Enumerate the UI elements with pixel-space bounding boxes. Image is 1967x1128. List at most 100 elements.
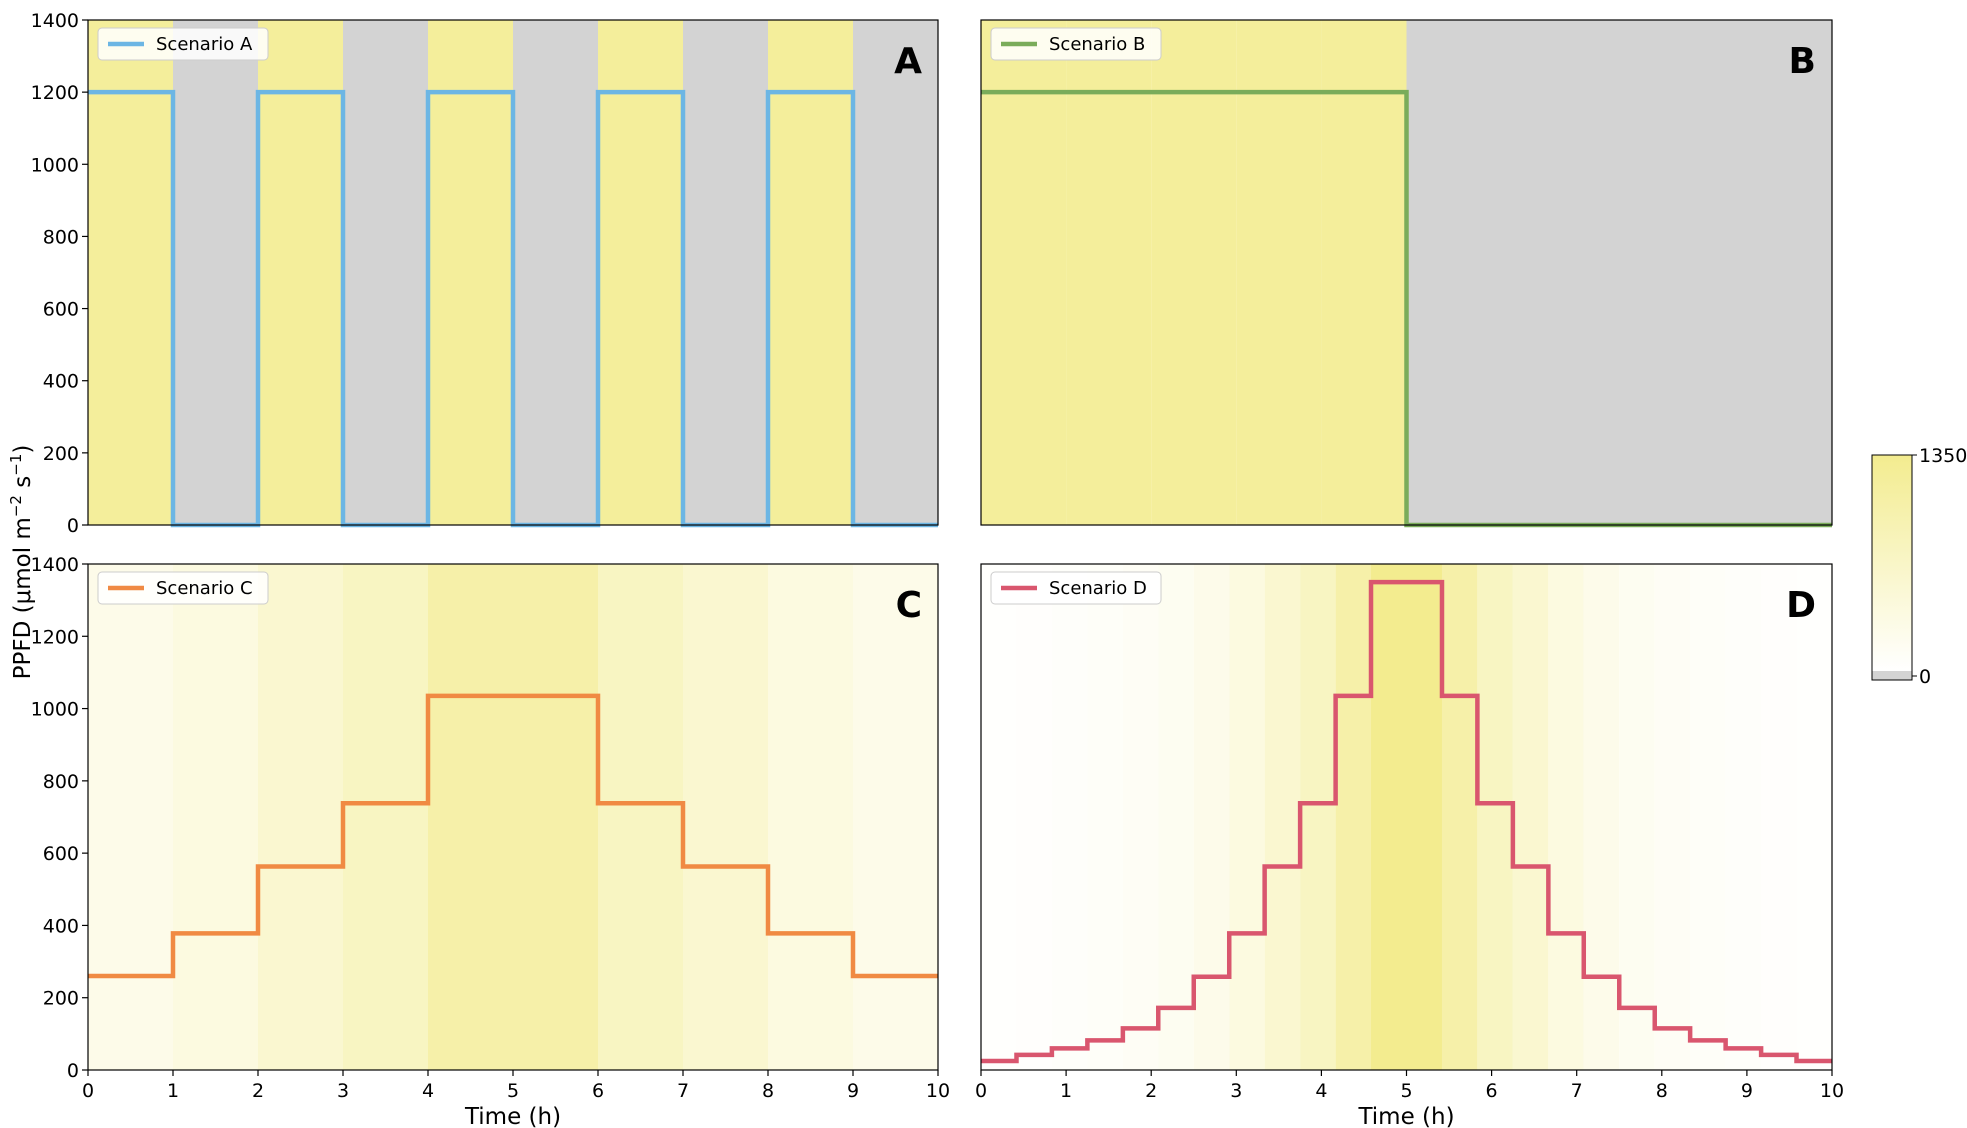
panel-d-band-8 [1264, 564, 1301, 1070]
panel-c-band-8 [853, 564, 938, 1070]
panel-d-band-0 [981, 564, 1017, 1070]
panel-c-band-4 [428, 564, 598, 1070]
panel-a-ytick-label-0: 0 [67, 515, 79, 537]
colorbar: 1350 0 [1871, 445, 1967, 688]
panel-a-band-4 [428, 20, 513, 525]
panel-c-background-bands [88, 564, 938, 1070]
panel-b-band-0 [981, 20, 1067, 525]
colorbar-zero-band [1872, 671, 1912, 680]
panel-d-xtick-label-1: 1 [1060, 1080, 1072, 1102]
panel-b-frame [980, 19, 1833, 526]
panel-d-band-6 [1193, 564, 1230, 1070]
panel-b-band-1 [1066, 20, 1152, 525]
panel-d-band-4 [1122, 564, 1159, 1070]
panel-d-xtick-label-10: 10 [1820, 1080, 1844, 1102]
panel-d-band-18 [1654, 564, 1691, 1070]
panel-d-xtick-label-2: 2 [1145, 1080, 1157, 1102]
panel-c-band-1 [173, 564, 258, 1070]
colorbar-min-label: 0 [1919, 666, 1931, 688]
panel-a-ytick-label-1400: 1400 [31, 10, 79, 32]
panel-a-ytick-label-1200: 1200 [31, 82, 79, 104]
panel-d-xtick-label-0: 0 [975, 1080, 987, 1102]
panel-a-band-3 [343, 20, 428, 525]
panel-a-band-7 [683, 20, 768, 525]
panel-c-xtick-label-4: 4 [422, 1080, 434, 1102]
panel-c-ytick-label-1000: 1000 [31, 699, 79, 721]
panel-c-ytick-label-1200: 1200 [31, 626, 79, 648]
panel-b-legend-box [990, 27, 1162, 61]
panel-d-band-17 [1619, 564, 1655, 1070]
panel-c-ytick-label-0: 0 [67, 1060, 79, 1082]
panel-c-xtick-label-3: 3 [337, 1080, 349, 1102]
panel-d-xtick-label-5: 5 [1400, 1080, 1412, 1102]
panel-d-band-12 [1441, 564, 1478, 1070]
panel-d-xtick-label-4: 4 [1315, 1080, 1327, 1102]
panel-a-background-bands [88, 20, 938, 525]
panel-d-band-22 [1796, 564, 1832, 1070]
panel-a-band-1 [173, 20, 258, 525]
panel-a: 0 200 400 600 800 1000 1200 1400 Scenario A A [31, 10, 939, 537]
panel-a-ytick-label-600: 600 [43, 299, 79, 321]
panel-c-legend-box [97, 571, 269, 605]
panel-c-band-6 [683, 564, 768, 1070]
panel-d-band-9 [1300, 564, 1336, 1070]
panel-d-band-7 [1229, 564, 1265, 1070]
panel-b-band-3 [1236, 20, 1322, 525]
panel-c-ytick-label-800: 800 [43, 771, 79, 793]
panel-c-band-7 [768, 564, 853, 1070]
panel-d-band-19 [1690, 564, 1726, 1070]
panel-c-xtick-label-2: 2 [252, 1080, 264, 1102]
panel-d-step-line [981, 579, 1832, 1064]
panel-b-step-line [981, 89, 1832, 528]
panel-d-legend-label: Scenario D [1049, 578, 1147, 599]
panel-c-xtick-label-1: 1 [167, 1080, 179, 1102]
panel-c-xtick-label-6: 6 [592, 1080, 604, 1102]
panel-d-xtick-label-8: 8 [1656, 1080, 1668, 1102]
panel-c-legend-label: Scenario C [156, 578, 253, 599]
panel-d-band-21 [1761, 564, 1797, 1070]
panel-d-band-20 [1725, 564, 1762, 1070]
panel-c-band-5 [598, 564, 683, 1070]
panel-a-band-6 [598, 20, 683, 525]
panel-c-ytick-label-200: 200 [43, 988, 79, 1010]
panel-d-band-10 [1335, 564, 1372, 1070]
panel-c-ytick-label-600: 600 [43, 843, 79, 865]
panel-a-ytick-label-400: 400 [43, 371, 79, 393]
panel-d-xtick-label-9: 9 [1741, 1080, 1753, 1102]
panel-a-legend-label: Scenario A [156, 34, 253, 55]
panel-d-x-axis-label: Time (h) [1357, 1104, 1454, 1128]
panel-a-band-9 [853, 20, 938, 525]
panel-b-band-2 [1151, 20, 1237, 525]
panel-d-band-11 [1371, 564, 1442, 1070]
panel-a-band-8 [768, 20, 853, 525]
panel-d-band-5 [1158, 564, 1194, 1070]
panel-d-xtick-label-7: 7 [1571, 1080, 1583, 1102]
panel-c-ytick-label-400: 400 [43, 915, 79, 937]
panel-c-letter: C [896, 585, 922, 626]
panel-a-band-0 [88, 20, 173, 525]
panel-d-xtick-label-3: 3 [1230, 1080, 1242, 1102]
panel-c-band-2 [258, 564, 343, 1070]
y-axis-label: PPFD (μmol m−2 s−1) [7, 445, 36, 680]
panel-c-xtick-label-10: 10 [926, 1080, 950, 1102]
panel-d-band-13 [1477, 564, 1513, 1070]
panel-c-xtick-label-7: 7 [677, 1080, 689, 1102]
colorbar-gradient [1872, 455, 1912, 671]
panel-d-band-1 [1016, 564, 1052, 1070]
panel-c: 0 200 400 600 800 1000 1200 1400 0 1 2 3 4 5 6 7 8 9 10 Tim… [31, 554, 950, 1128]
panel-c-band-3 [343, 564, 428, 1070]
panel-c-xtick-label-8: 8 [762, 1080, 774, 1102]
panel-d-letter: D [1786, 585, 1816, 626]
panel-d-band-14 [1512, 564, 1549, 1070]
panel-c-xtick-label-5: 5 [507, 1080, 519, 1102]
panel-d-band-2 [1051, 564, 1088, 1070]
panel-d-band-3 [1087, 564, 1123, 1070]
panel-d-legend-box [990, 571, 1162, 605]
panel-c-ytick-label-1400: 1400 [31, 554, 79, 576]
panel-a-step-line [88, 89, 938, 528]
panel-a-band-2 [258, 20, 343, 525]
panel-d-band-15 [1548, 564, 1584, 1070]
panel-b-band-5 [1406, 20, 1832, 525]
panel-d-band-16 [1583, 564, 1620, 1070]
